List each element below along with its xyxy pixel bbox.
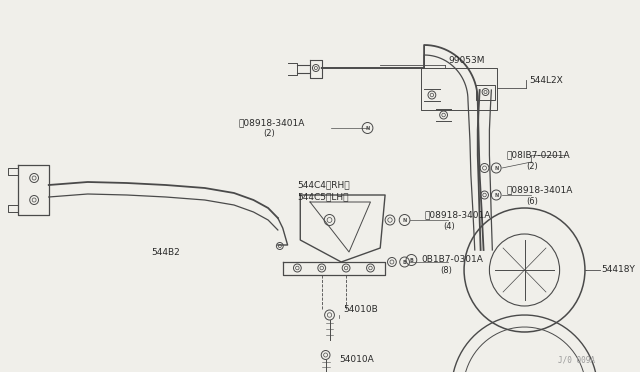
Text: 0B1B7-0301A: 0B1B7-0301A bbox=[421, 256, 483, 264]
Text: B: B bbox=[410, 257, 413, 263]
Text: 544L2X: 544L2X bbox=[529, 76, 563, 84]
Text: 544C4〈RH〉: 544C4〈RH〉 bbox=[298, 180, 350, 189]
Text: N: N bbox=[365, 125, 370, 131]
Text: (8): (8) bbox=[441, 266, 452, 276]
Text: 54010A: 54010A bbox=[339, 356, 374, 365]
Text: ⓝ08lB7-0201A: ⓝ08lB7-0201A bbox=[507, 151, 571, 160]
Text: 99053M: 99053M bbox=[449, 55, 485, 64]
Text: N: N bbox=[494, 192, 499, 198]
Text: (4): (4) bbox=[444, 221, 455, 231]
Text: ⓝ08918-3401A: ⓝ08918-3401A bbox=[239, 119, 305, 128]
Text: J/0 009A: J/0 009A bbox=[557, 356, 595, 365]
Text: 54010B: 54010B bbox=[343, 305, 378, 314]
Text: ⓝ08918-3401A: ⓝ08918-3401A bbox=[507, 186, 573, 195]
Text: N: N bbox=[494, 166, 499, 170]
Text: 544C5〈LH〉: 544C5〈LH〉 bbox=[298, 192, 349, 202]
Text: 544B2: 544B2 bbox=[151, 247, 180, 257]
Text: (2): (2) bbox=[527, 161, 538, 170]
Text: 54418Y: 54418Y bbox=[602, 266, 636, 275]
Text: B: B bbox=[403, 260, 406, 264]
Text: N: N bbox=[403, 218, 406, 222]
Text: ⓝ08918-3401A: ⓝ08918-3401A bbox=[424, 211, 490, 219]
Text: (2): (2) bbox=[263, 128, 275, 138]
Text: (6): (6) bbox=[527, 196, 538, 205]
